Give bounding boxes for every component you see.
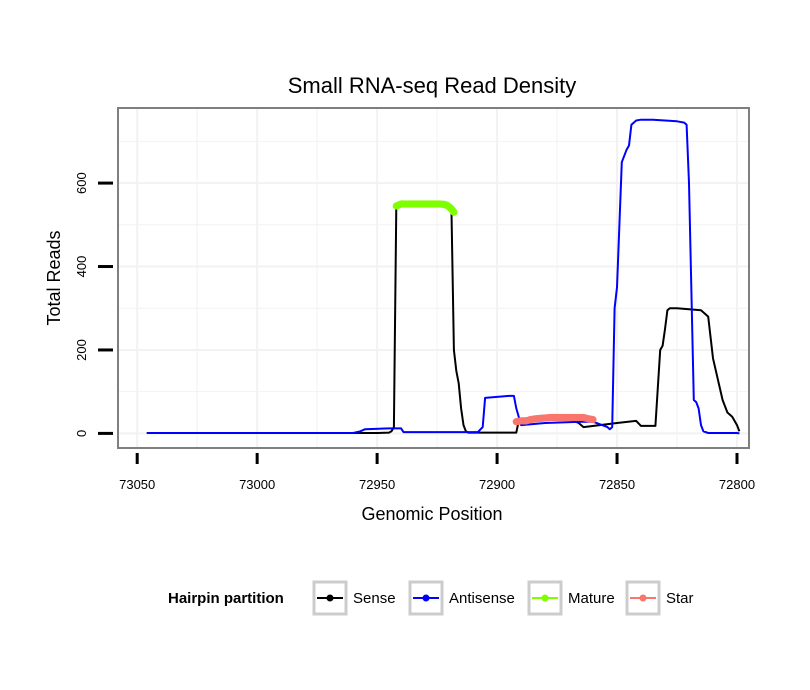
legend-label-star: Star bbox=[666, 590, 694, 607]
legend-swatch-dot-antisense bbox=[422, 594, 430, 602]
series-layer bbox=[146, 118, 741, 435]
x-axis-title: Genomic Position bbox=[361, 504, 502, 524]
x-tick-label: 73000 bbox=[239, 477, 275, 492]
legend-label-sense: Sense bbox=[353, 590, 396, 607]
legend-label-mature: Mature bbox=[568, 590, 615, 607]
y-axis-title: Total Reads bbox=[44, 230, 64, 325]
plot-background bbox=[118, 108, 749, 448]
x-tick-label: 72850 bbox=[599, 477, 635, 492]
chart-title: Small RNA-seq Read Density bbox=[288, 73, 577, 98]
series-line-antisense bbox=[146, 118, 740, 435]
y-tick-label: 400 bbox=[74, 256, 89, 278]
series-point-star bbox=[589, 416, 597, 424]
x-tick-label: 72950 bbox=[359, 477, 395, 492]
legend: Hairpin partition Sense Antisense Mature St… bbox=[168, 580, 694, 616]
y-tick-label: 600 bbox=[74, 172, 89, 194]
legend-swatch-dot-sense bbox=[326, 594, 334, 602]
legend-swatch-dot-star bbox=[639, 594, 647, 602]
axis-layer: 73050 73000 72950 72900 72850 72800 0 200 400 600 bbox=[74, 172, 755, 492]
legend-title: Hairpin partition bbox=[168, 590, 284, 607]
plot-border bbox=[117, 107, 750, 449]
series-point-mature bbox=[450, 208, 458, 216]
legend-swatch-dot-mature bbox=[541, 594, 549, 602]
legend-label-antisense: Antisense bbox=[449, 590, 515, 607]
x-tick-label: 72800 bbox=[719, 477, 755, 492]
x-tick-label: 72900 bbox=[479, 477, 515, 492]
y-tick-label: 0 bbox=[74, 430, 89, 437]
y-tick-label: 200 bbox=[74, 339, 89, 361]
x-tick-label: 73050 bbox=[119, 477, 155, 492]
